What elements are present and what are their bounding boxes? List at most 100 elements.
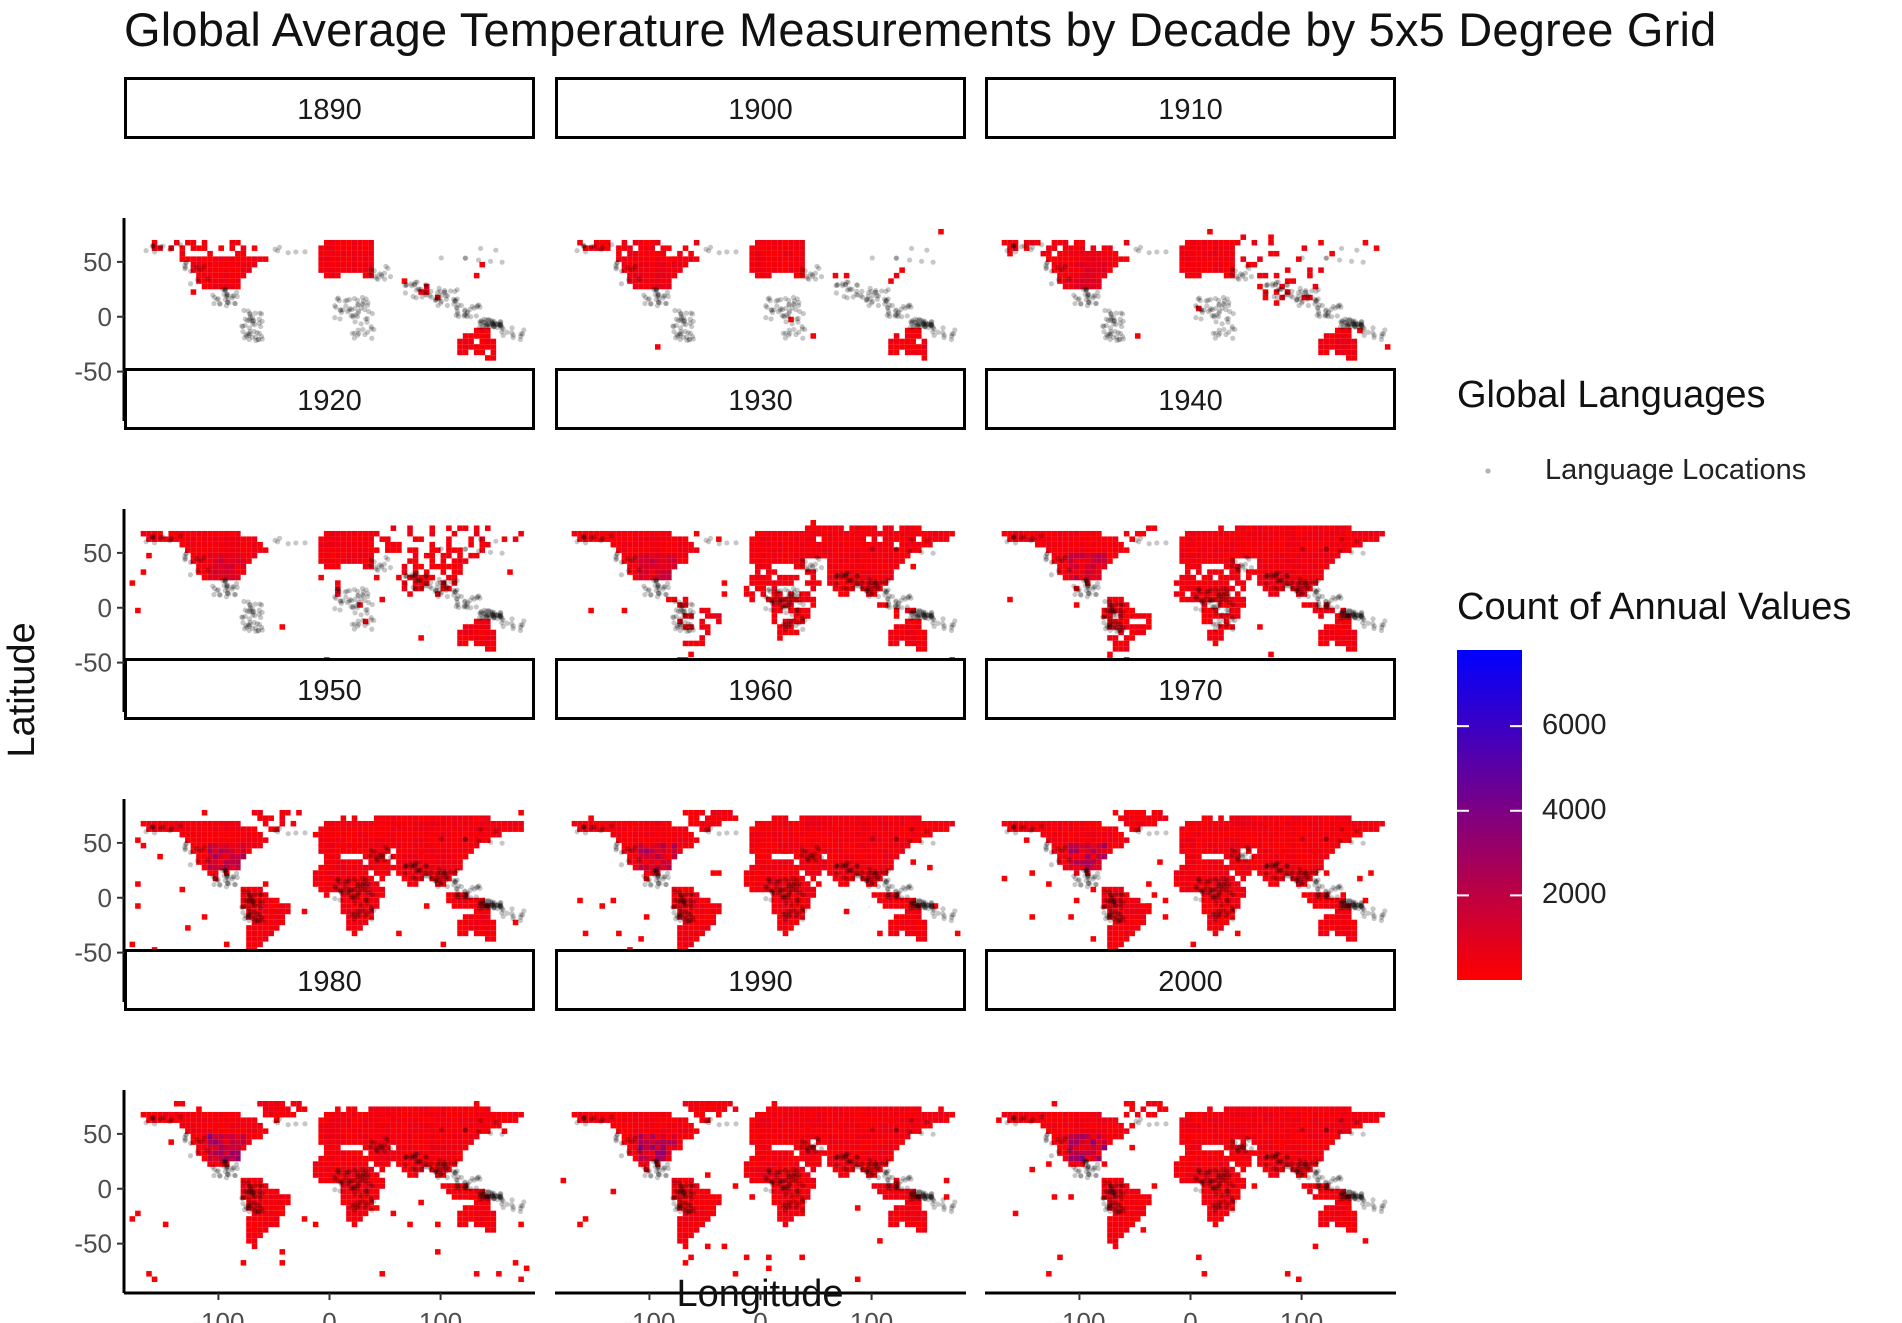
grid-cell xyxy=(749,552,755,559)
language-point xyxy=(1355,321,1361,327)
language-point xyxy=(896,309,902,315)
language-point xyxy=(920,319,926,325)
language-point xyxy=(879,288,885,294)
grid-cell xyxy=(446,574,452,581)
grid-cell xyxy=(682,558,689,564)
grid-cell xyxy=(235,837,241,843)
grid-cell xyxy=(827,541,833,548)
language-point xyxy=(1103,335,1109,341)
grid-cell xyxy=(340,826,347,832)
grid-cell xyxy=(1207,256,1213,262)
grid-cell xyxy=(435,815,441,821)
grid-cell xyxy=(279,908,286,915)
language-point xyxy=(476,593,482,599)
language-point xyxy=(1284,282,1290,288)
grid-cell xyxy=(435,820,441,827)
language-point xyxy=(518,333,524,339)
grid-cell xyxy=(323,886,330,893)
language-point xyxy=(1113,310,1119,316)
grid-cell xyxy=(771,256,778,262)
language-point xyxy=(438,300,444,306)
language-point xyxy=(369,626,375,632)
grid-cell xyxy=(512,536,519,542)
grid-cell xyxy=(446,547,452,553)
language-point xyxy=(928,319,934,325)
grid-cell xyxy=(351,848,358,854)
grid-cell xyxy=(485,831,491,838)
language-point xyxy=(473,894,479,900)
facet-strip xyxy=(124,77,535,139)
grid-cell xyxy=(285,903,291,909)
grid-cell xyxy=(440,941,447,948)
grid-cell xyxy=(429,831,436,838)
language-point xyxy=(642,591,648,598)
grid-cell xyxy=(323,820,330,827)
grid-cell xyxy=(938,536,944,542)
language-point xyxy=(462,603,468,609)
grid-cell xyxy=(760,256,767,262)
language-point xyxy=(854,288,860,294)
grid-cell xyxy=(771,547,778,553)
grid-cell xyxy=(1001,239,1008,246)
language-point xyxy=(221,291,227,298)
grid-cell xyxy=(1084,272,1091,279)
grid-cell xyxy=(838,530,844,537)
language-point xyxy=(224,590,231,597)
grid-cell xyxy=(340,831,347,838)
grid-cell xyxy=(201,536,208,542)
grid-cell xyxy=(1340,327,1347,334)
grid-cell xyxy=(899,558,905,564)
language-point xyxy=(1315,305,1321,311)
language-point xyxy=(1379,331,1385,337)
grid-cell xyxy=(185,820,191,827)
grid-cell xyxy=(246,848,252,854)
grid-cell xyxy=(368,245,374,251)
language-point xyxy=(948,336,955,343)
grid-cell xyxy=(335,541,341,548)
language-point xyxy=(1115,621,1121,627)
grid-cell xyxy=(1234,596,1241,603)
grid-cell xyxy=(318,831,324,838)
grid-cell xyxy=(649,547,655,553)
grid-cell xyxy=(357,267,363,273)
grid-cell xyxy=(229,831,236,838)
grid-cell xyxy=(285,809,291,816)
language-point xyxy=(438,298,444,305)
language-point xyxy=(259,318,265,325)
grid-cell xyxy=(235,239,241,246)
language-point xyxy=(187,559,194,565)
grid-cell xyxy=(904,541,911,548)
grid-cell xyxy=(793,272,800,279)
language-point xyxy=(276,535,283,541)
language-point xyxy=(438,255,444,261)
language-point xyxy=(839,281,846,287)
grid-cell xyxy=(1034,541,1041,548)
grid-cell xyxy=(329,256,336,262)
language-point xyxy=(786,302,792,308)
grid-cell xyxy=(240,826,247,832)
grid-cell xyxy=(507,569,513,575)
language-point xyxy=(1207,588,1214,594)
grid-cell xyxy=(766,574,772,581)
language-point xyxy=(1360,615,1366,622)
grid-cell xyxy=(201,558,208,564)
grid-cell xyxy=(632,536,639,542)
grid-cell xyxy=(888,536,894,542)
grid-cell xyxy=(473,930,480,937)
grid-cell xyxy=(229,574,236,581)
language-point xyxy=(1311,296,1318,302)
grid-cell xyxy=(1073,602,1080,608)
grid-cell xyxy=(473,820,480,827)
grid-cell xyxy=(1207,239,1213,246)
grid-cell xyxy=(1051,239,1058,246)
grid-cell xyxy=(435,831,441,838)
grid-cell xyxy=(1251,552,1258,559)
grid-cell xyxy=(649,552,655,559)
grid-cell xyxy=(473,552,480,559)
grid-cell xyxy=(1268,651,1274,658)
grid-cell xyxy=(660,558,667,564)
grid-cell xyxy=(804,536,811,542)
language-point xyxy=(1146,541,1152,547)
language-point xyxy=(1294,296,1300,302)
language-point xyxy=(355,310,361,316)
